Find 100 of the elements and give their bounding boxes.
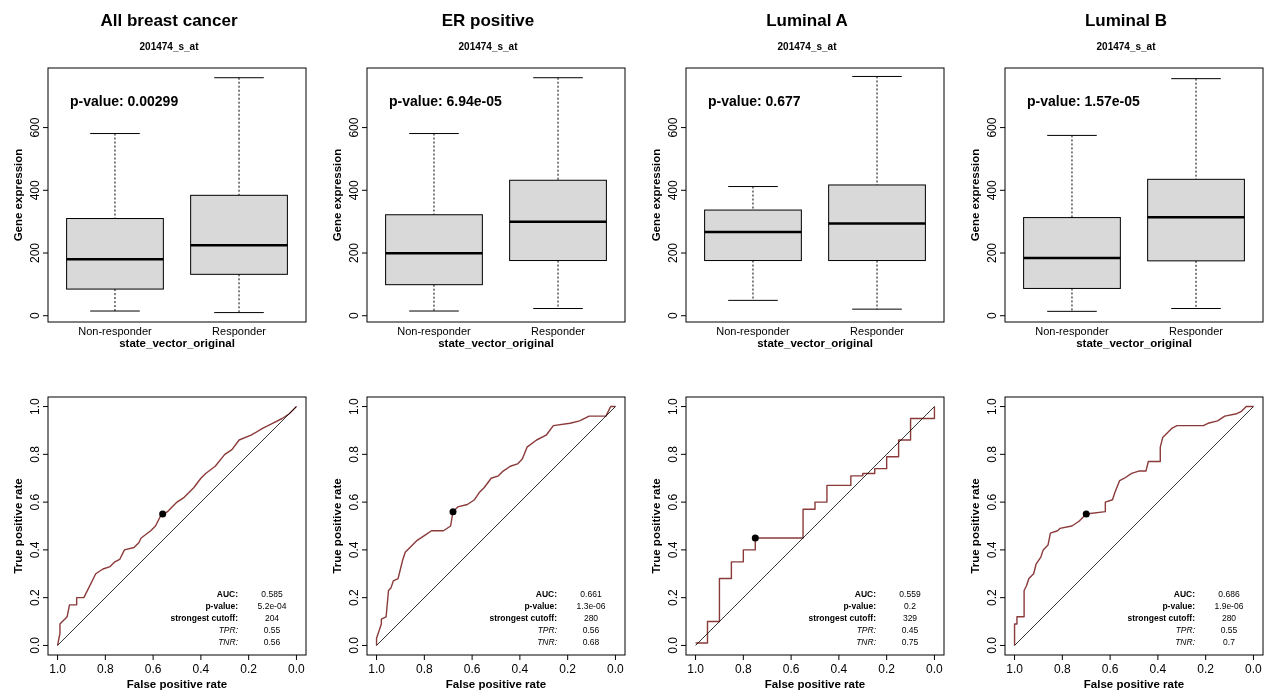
- x-tick-label: 1.0: [368, 662, 386, 676]
- y-tick-label: 0.4: [28, 541, 42, 559]
- y-tick-label: 600: [666, 117, 680, 138]
- y-tick-label: 0.0: [666, 636, 680, 654]
- annotation: 280: [1221, 613, 1237, 623]
- annotation: 0.7: [1223, 637, 1236, 647]
- x-tick-label: 1.0: [687, 662, 705, 676]
- annotation: strongest cutoff:: [489, 613, 558, 623]
- annotation: 0.686: [1218, 589, 1240, 599]
- x-axis-title: state_vector_original: [438, 337, 554, 349]
- y-tick-label: 200: [666, 242, 680, 264]
- y-tick-label: 0.0: [985, 636, 999, 654]
- annotation: TNR:: [1175, 637, 1196, 647]
- y-tick-label: 1.0: [666, 397, 680, 415]
- chart-subtitle: 201474_s_at: [458, 41, 519, 52]
- x-tick-label: 0.4: [1149, 662, 1167, 676]
- annotation: 1.9e-06: [1214, 601, 1244, 611]
- x-tick-label: 0.6: [1101, 662, 1119, 676]
- y-tick-label: 0: [666, 312, 680, 320]
- x-axis-title: state_vector_original: [1076, 337, 1192, 349]
- annotation: 5.2e-04: [257, 601, 287, 611]
- y-tick-label: 0.4: [347, 541, 361, 559]
- annotation: 0.45: [901, 625, 919, 635]
- x-tick-label: Non-responder: [397, 325, 471, 337]
- x-axis-title: False positive rate: [764, 678, 866, 690]
- annotation: TNR:: [537, 637, 558, 647]
- annotation: p-value:: [843, 601, 877, 611]
- y-tick-label: 0: [28, 312, 42, 320]
- x-tick-label: 0.8: [96, 662, 114, 676]
- y-tick-label: 0: [347, 312, 361, 320]
- y-tick-label: 0.6: [666, 493, 680, 511]
- y-tick-label: 0.8: [28, 445, 42, 463]
- x-tick-label: Responder: [531, 325, 586, 337]
- x-tick-label: 0.4: [830, 662, 848, 676]
- y-tick-label: 600: [28, 117, 42, 138]
- y-tick-label: 0.4: [985, 541, 999, 559]
- x-axis-title: False positive rate: [1083, 678, 1185, 690]
- annotation: TPR:: [218, 625, 239, 635]
- x-tick-label: 0.4: [192, 662, 210, 676]
- y-tick-label: 400: [985, 179, 999, 201]
- x-tick-label: Responder: [212, 325, 267, 337]
- annotation: p-value: 1.57e-05: [1027, 93, 1141, 109]
- y-axis-title: Gene expression: [969, 148, 981, 242]
- x-tick-label: 0.2: [559, 662, 577, 676]
- annotation: AUC:: [216, 589, 239, 599]
- y-tick-label: 1.0: [347, 397, 361, 415]
- x-tick-label: 0.2: [1197, 662, 1215, 676]
- y-tick-label: 0.6: [347, 493, 361, 511]
- y-tick-label: 0: [985, 312, 999, 320]
- annotation: TNR:: [218, 637, 239, 647]
- x-tick-label: 0.8: [1053, 662, 1071, 676]
- x-tick-label: 0.2: [878, 662, 896, 676]
- y-tick-label: 0.2: [985, 589, 999, 607]
- y-tick-label: 0.4: [666, 541, 680, 559]
- annotation: 0.68: [582, 637, 600, 647]
- annotation: AUC:: [535, 589, 558, 599]
- chart-subtitle: 201474_s_at: [1096, 41, 1157, 52]
- y-axis-title: Gene expression: [12, 148, 24, 242]
- y-axis-title: Gene expression: [650, 148, 662, 242]
- y-tick-label: 1.0: [28, 397, 42, 415]
- annotation: p-value: 0.00299: [70, 93, 179, 109]
- x-tick-label: 0.0: [288, 662, 306, 676]
- y-tick-label: 200: [28, 242, 42, 264]
- annotation: strongest cutoff:: [808, 613, 877, 623]
- y-tick-label: 600: [347, 117, 361, 138]
- y-axis-title: True positive rate: [331, 478, 343, 574]
- annotation: TPR:: [856, 625, 877, 635]
- annotation: 1.3e-06: [576, 601, 606, 611]
- y-tick-label: 0.0: [28, 636, 42, 654]
- annotation: AUC:: [854, 589, 877, 599]
- x-tick-label: Non-responder: [716, 325, 790, 337]
- annotation: TPR:: [537, 625, 558, 635]
- x-tick-label: 1.0: [1006, 662, 1024, 676]
- y-tick-label: 600: [985, 117, 999, 138]
- annotation: AUC:: [1173, 589, 1196, 599]
- x-tick-label: 0.6: [144, 662, 162, 676]
- x-axis-title: state_vector_original: [757, 337, 873, 349]
- y-tick-label: 0.6: [985, 493, 999, 511]
- annotation: 280: [583, 613, 599, 623]
- chart-subtitle: 201474_s_at: [777, 41, 838, 52]
- annotation: 0.55: [263, 625, 281, 635]
- x-axis-title: False positive rate: [445, 678, 547, 690]
- x-tick-label: 0.8: [415, 662, 433, 676]
- y-tick-label: 400: [347, 179, 361, 201]
- x-tick-label: Non-responder: [1035, 325, 1109, 337]
- y-tick-label: 400: [28, 179, 42, 201]
- y-tick-label: 0.8: [985, 445, 999, 463]
- y-tick-label: 0.2: [28, 589, 42, 607]
- y-tick-label: 400: [666, 179, 680, 201]
- y-tick-label: 0.0: [347, 636, 361, 654]
- x-tick-label: 0.4: [511, 662, 529, 676]
- x-tick-label: Non-responder: [78, 325, 152, 337]
- line-series: [56, 405, 298, 647]
- annotation: 0.2: [904, 601, 917, 611]
- annotation: 0.56: [263, 637, 281, 647]
- annotation: p-value: 0.677: [708, 93, 801, 109]
- annotation: p-value:: [1162, 601, 1196, 611]
- annotation: p-value:: [524, 601, 558, 611]
- y-axis-title: Gene expression: [331, 148, 343, 242]
- y-tick-label: 200: [347, 242, 361, 264]
